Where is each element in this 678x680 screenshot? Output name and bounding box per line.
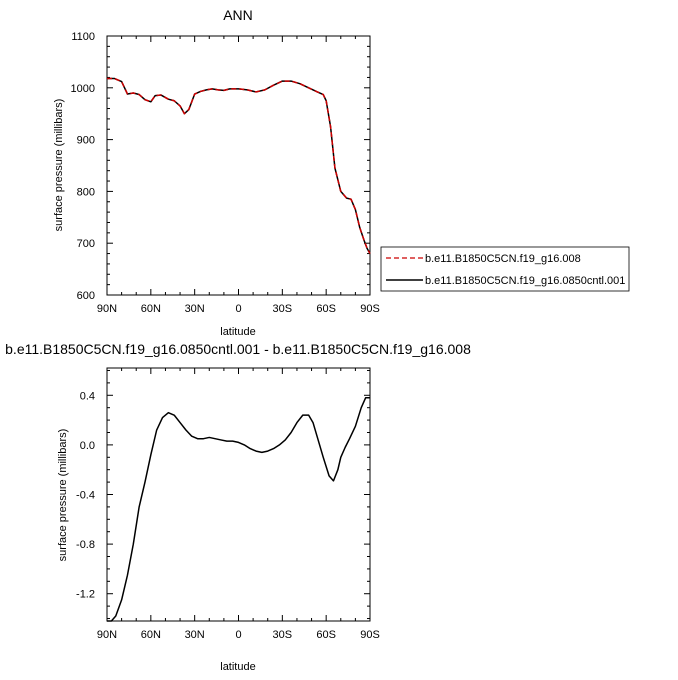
top-chart-x-tick-label: 60N [141,303,161,315]
top-chart-y-tick-label: 800 [77,186,95,198]
top-chart-y-tick-label: 1000 [71,83,95,95]
legend-box [380,246,630,292]
bottom-chart-ticks: 90N 60N 30N 0 30S 60S 90S -1.2 -0.8 -0.4 0.0 0.4 [76,368,380,641]
top-chart-x-tick-label: 0 [235,303,241,315]
bottom-chart-x-tick-label: 30S [273,629,293,641]
bottom-chart-series-line-1 [107,397,370,622]
top-chart-series-line-1 [107,77,371,254]
bottom-chart-x-tick-label: 60N [141,629,161,641]
bottom-chart-y-tick-label: 0.4 [80,390,95,402]
top-chart-y-axis-label: surface pressure (millibars) [53,99,65,232]
bottom-chart-series [107,397,370,622]
top-chart-x-axis-label: latitude [220,326,255,338]
bottom-chart-y-tick-label: -1.2 [76,589,95,601]
bottom-chart-x-tick-label: 90N [97,629,117,641]
bottom-chart-x-axis-label: latitude [220,661,255,673]
bottom-chart-x-tick-label: 0 [235,629,241,641]
top-chart-legend: b.e11.B1850C5CN.f19_g16.008 b.e11.B1850C… [380,246,630,292]
top-chart-series-line-2 [107,77,371,254]
bottom-chart-y-tick-label: -0.8 [76,539,95,551]
bottom-chart-x-tick-label: 90S [360,629,380,641]
top-chart-ticks: 90N 60N 30N 0 30S 60S 90S 600 700 800 900 1000 1100 [71,31,380,315]
top-chart-panel: ANN 90N 60N 30N 0 30S 60S 90S 600 700 800 900 1000 1… [53,7,380,338]
top-chart-y-tick-label: 700 [77,238,95,250]
top-chart-title: ANN [223,7,253,23]
top-chart-y-tick-label: 900 [77,135,95,147]
top-chart-series [107,77,371,254]
bottom-chart-y-tick-label: -0.4 [76,490,95,502]
bottom-chart-x-tick-label: 60S [316,629,336,641]
top-chart-x-tick-label: 60S [316,303,336,315]
bottom-chart-title: b.e11.B1850C5CN.f19_g16.0850cntl.001 - b… [5,341,471,357]
bottom-chart-panel: b.e11.B1850C5CN.f19_g16.0850cntl.001 - b… [5,341,471,673]
bottom-chart-y-axis-label: surface pressure (millibars) [57,429,69,562]
top-chart-x-tick-label: 30S [273,303,293,315]
top-chart-plot-frame [106,35,371,296]
legend-label-series-1: b.e11.B1850C5CN.f19_g16.008 [425,253,581,265]
top-chart-y-tick-label: 600 [77,290,95,302]
top-chart-x-tick-label: 90N [97,303,117,315]
top-chart-x-tick-label: 30N [185,303,205,315]
bottom-chart-plot-frame [106,367,371,622]
top-chart-y-tick-label: 1100 [71,31,95,43]
top-chart-x-tick-label: 90S [360,303,380,315]
bottom-chart-x-tick-label: 30N [185,629,205,641]
bottom-chart-y-tick-label: 0.0 [80,440,95,452]
legend-label-series-2: b.e11.B1850C5CN.f19_g16.0850cntl.001 [425,275,625,287]
